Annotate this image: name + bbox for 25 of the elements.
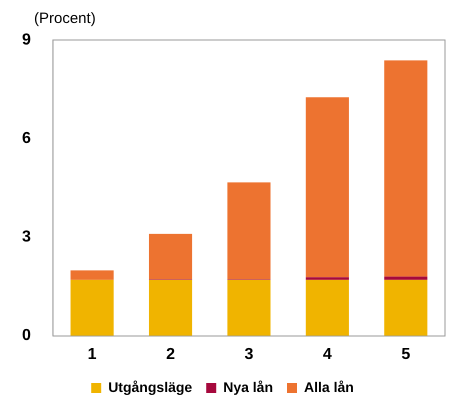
- y-tick-label: 9: [22, 31, 31, 48]
- bar: [70, 280, 114, 336]
- legend-label: Nya lån: [223, 378, 274, 395]
- bar: [306, 97, 349, 278]
- x-tick-label: 5: [401, 346, 410, 363]
- bar: [384, 60, 428, 277]
- y-tick-label: 0: [22, 327, 31, 344]
- legend-label: Utgångsläge: [108, 378, 192, 395]
- bar: [227, 280, 271, 336]
- bar: [384, 276, 428, 280]
- bar: [70, 270, 114, 280]
- y-tick-label: 3: [22, 228, 31, 246]
- bar: [384, 280, 428, 336]
- bar: [148, 280, 192, 336]
- x-tick-label: 1: [88, 346, 97, 363]
- x-tick-label: 4: [322, 346, 332, 363]
- y-tick-label: 6: [22, 130, 31, 148]
- bar: [227, 182, 271, 280]
- x-tick-label: 3: [244, 346, 254, 363]
- bar: [306, 277, 349, 280]
- x-tick-label: 2: [166, 346, 176, 363]
- legend-label: Alla lån: [304, 378, 354, 395]
- bar: [148, 234, 192, 280]
- bar: [306, 280, 349, 336]
- y-axis-title: (Procent): [34, 10, 96, 27]
